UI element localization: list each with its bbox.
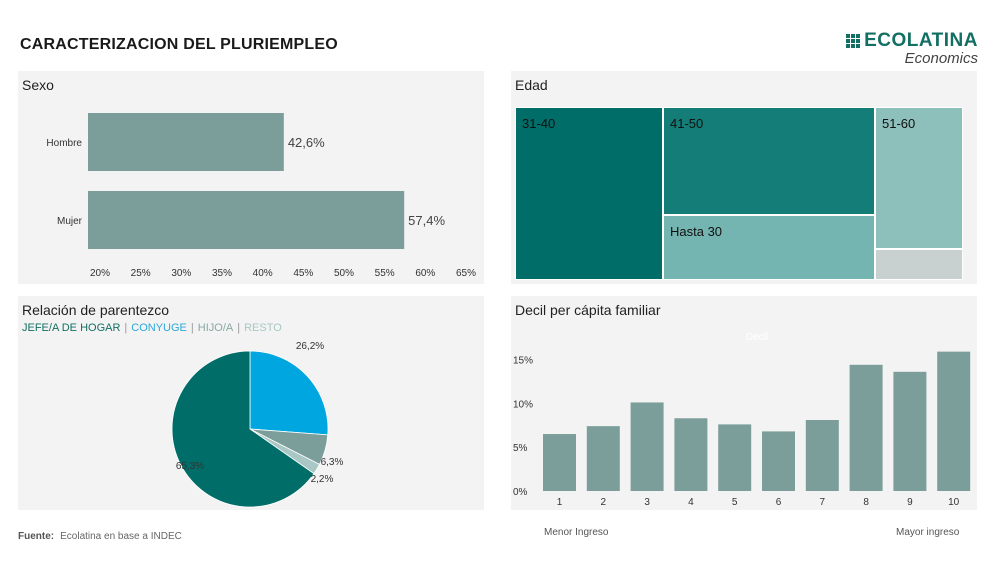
decil-x-tick-label: 6 [776, 497, 782, 508]
menor-ingreso-note: Menor Ingreso [544, 527, 609, 538]
sexo-chart: Hombre 42,6% Mujer 57,4% 20% 25% 30% 35% 40% 45% 5… [46, 113, 476, 279]
pie-value-label: 6,3% [321, 457, 344, 468]
legend-jefe: JEFE/A DE HOGAR [22, 322, 121, 334]
source-label: Fuente: [18, 531, 55, 542]
decil-title: Decil per cápita familiar [515, 302, 661, 318]
treemap-cell-other [875, 249, 963, 280]
treemap-cell-hasta-30: Hasta 30 [663, 215, 875, 280]
treemap-cell-51-60: 51-60 [875, 107, 963, 249]
decil-bar [937, 351, 971, 491]
sexo-panel: Sexo Hombre 42,6% Mujer 57,4% 20% 25% 30% 35% 40… [18, 71, 484, 284]
decil-bar [762, 431, 795, 491]
sexo-tick-label: 55% [375, 268, 395, 279]
sexo-tick-label: 35% [212, 268, 232, 279]
legend-resto: RESTO [244, 322, 282, 334]
decil-bar [805, 420, 839, 491]
pie-value-label: 2,2% [311, 474, 334, 485]
decil-x-axis-title: Decil [746, 332, 768, 343]
decil-bar [718, 424, 752, 491]
mayor-ingreso-note: Mayor ingreso [896, 527, 960, 538]
decil-bar [674, 418, 708, 491]
treemap-cell-31-40: 31-40 [515, 107, 663, 280]
source-text: Ecolatina en base a INDEC [60, 531, 182, 542]
legend-hijo: HIJO/A [197, 322, 234, 334]
sexo-tick-label: 60% [415, 268, 435, 279]
decil-bar [543, 434, 576, 491]
decil-bar [586, 426, 620, 491]
sexo-tick-label: 20% [90, 268, 110, 279]
treemap-label: 51-60 [882, 116, 916, 131]
edad-title: Edad [515, 77, 548, 93]
sexo-value-label: 57,4% [408, 213, 445, 228]
sexo-category-label: Hombre [46, 138, 82, 149]
logo-grid-icon [846, 34, 861, 48]
decil-x-tick-label: 2 [601, 497, 607, 508]
decil-x-tick-label: 10 [948, 497, 960, 508]
treemap-label: 31-40 [522, 116, 556, 131]
decil-y-tick-label: 5% [513, 443, 528, 454]
relacion-title: Relación de parentezco [22, 302, 170, 318]
decil-x-tick-label: 7 [820, 497, 826, 508]
relacion-legend: JEFE/A DE HOGAR | CONYUGE | HIJO/A | RESTO [22, 322, 282, 334]
legend-conyuge: CONYUGE [131, 322, 187, 334]
decil-bar [893, 371, 927, 491]
sexo-category-label: Mujer [57, 216, 83, 227]
pie-slice-1 [171, 350, 315, 508]
treemap-label: Hasta 30 [670, 224, 723, 239]
edad-panel: Edad 31-40 41-50 Hasta 30 51-60 [511, 71, 977, 284]
relacion-panel: Relación de parentezco JEFE/A DE HOGAR | C… [18, 296, 484, 510]
logo-name: ECOLATINA [864, 30, 978, 51]
sexo-tick-label: 25% [131, 268, 151, 279]
logo-subtitle: Economics [904, 50, 978, 67]
sexo-value-label: 42,6% [288, 135, 325, 150]
decil-x-tick-label: 5 [732, 497, 738, 508]
decil-bar [630, 402, 664, 491]
sexo-tick-label: 50% [334, 268, 354, 279]
decil-x-tick-label: 3 [644, 497, 650, 508]
decil-x-tick-label: 4 [688, 497, 694, 508]
decil-x-tick-label: 9 [907, 497, 913, 508]
decil-y-tick-label: 10% [513, 399, 533, 410]
pie-value-label: 65,3% [176, 461, 204, 472]
sexo-bar [88, 113, 284, 171]
page-title: CARACTERIZACION DEL PLURIEMPLEO [20, 36, 338, 53]
decil-x-tick-label: 1 [557, 497, 563, 508]
decil-y-tick-label: 0% [513, 487, 528, 498]
decil-panel: Decil per cápita familiar Decil 0% 5% 10% 15… [511, 296, 977, 510]
decil-x-tick-label: 8 [863, 497, 869, 508]
source-footer: Fuente: Ecolatina en base a INDEC [18, 531, 182, 542]
sexo-tick-label: 30% [171, 268, 191, 279]
decil-bar [849, 364, 883, 491]
relacion-pie-chart: 26,2% 6,3% 2,2% 65,3% [171, 341, 344, 508]
pie-slice-2 [249, 350, 329, 436]
sexo-bar [88, 191, 405, 249]
brand-logo: ECOLATINA Economics [846, 30, 978, 67]
treemap-label: 41-50 [670, 116, 704, 131]
sexo-tick-label: 65% [456, 268, 476, 279]
treemap-cell-41-50: 41-50 [663, 107, 875, 215]
decil-chart: Decil 0% 5% 10% 15% 1 2 3 4 5 6 7 8 9 10 [513, 332, 971, 508]
decil-y-tick-label: 15% [513, 356, 533, 367]
sexo-tick-label: 40% [253, 268, 273, 279]
pie-value-label: 26,2% [296, 341, 324, 352]
sexo-title: Sexo [22, 77, 54, 93]
sexo-tick-label: 45% [293, 268, 313, 279]
